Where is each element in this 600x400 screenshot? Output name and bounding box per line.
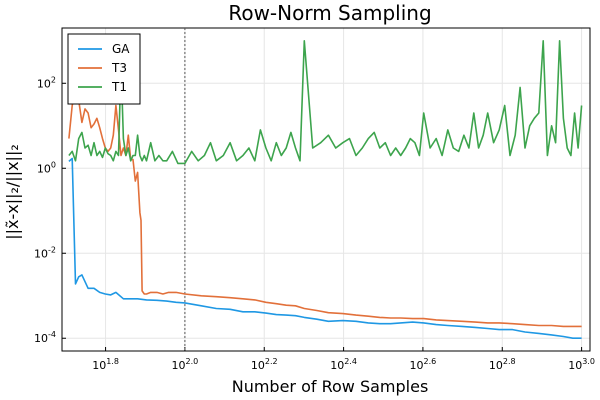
- y-tick-label: 10-2: [34, 245, 56, 260]
- x-tick-label: 102.0: [172, 357, 199, 372]
- y-tick-label: 102: [37, 75, 56, 90]
- legend: GA T3 T1: [67, 33, 141, 105]
- grid: [62, 28, 590, 351]
- y-tick-label: 100: [37, 160, 56, 175]
- x-tick-label: 103.0: [568, 357, 595, 372]
- legend-label: T3: [111, 61, 127, 75]
- series-line-ga: [68, 157, 582, 340]
- x-axis: 101.8 102.0 102.2 102.4 102.6 102.8 103.0: [92, 347, 595, 372]
- x-tick-label: 102.8: [489, 357, 516, 372]
- chart-title: Row-Norm Sampling: [228, 1, 431, 25]
- x-axis-label: Number of Row Samples: [232, 377, 429, 396]
- x-tick-label: 101.8: [92, 357, 119, 372]
- x-tick-label: 102.4: [330, 357, 357, 372]
- y-tick-label: 10-4: [34, 330, 56, 345]
- y-axis: 10-4 10-2 100 102: [34, 75, 66, 345]
- legend-label: T1: [111, 80, 127, 94]
- series-line-t3: [68, 91, 582, 328]
- legend-box: [67, 33, 141, 105]
- legend-label: GA: [112, 42, 130, 56]
- plot-frame: [61, 27, 591, 352]
- y-axis-label: ||x̃-x||₂/||x||₂: [3, 144, 22, 240]
- x-tick-label: 102.2: [251, 357, 278, 372]
- x-tick-label: 102.6: [410, 357, 437, 372]
